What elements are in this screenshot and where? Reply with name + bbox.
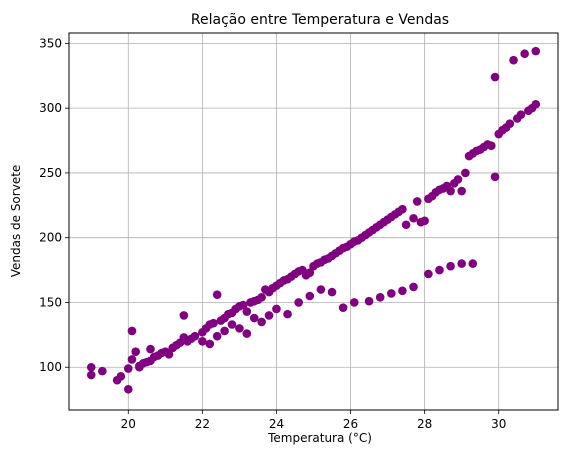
data-point bbox=[461, 169, 470, 178]
x-tick-label: 30 bbox=[491, 417, 506, 431]
data-point bbox=[146, 345, 155, 354]
data-point bbox=[131, 347, 140, 356]
data-point bbox=[191, 332, 200, 341]
data-point bbox=[409, 214, 418, 223]
data-point bbox=[365, 297, 374, 306]
data-point bbox=[128, 355, 137, 364]
data-point bbox=[243, 329, 252, 338]
x-tick-label: 28 bbox=[417, 417, 432, 431]
data-point bbox=[350, 298, 359, 307]
data-point bbox=[257, 293, 266, 302]
x-tick-label: 20 bbox=[121, 417, 136, 431]
data-point bbox=[398, 205, 407, 214]
data-point bbox=[446, 187, 455, 196]
data-point bbox=[294, 298, 303, 307]
data-point bbox=[235, 324, 244, 333]
data-point bbox=[250, 314, 259, 323]
data-point bbox=[243, 307, 252, 316]
data-point bbox=[531, 100, 540, 109]
data-point bbox=[283, 310, 292, 319]
data-point bbox=[454, 175, 463, 184]
data-point bbox=[257, 318, 266, 327]
data-point bbox=[509, 56, 518, 65]
y-tick-label: 100 bbox=[39, 360, 62, 374]
data-point bbox=[457, 259, 466, 268]
data-point bbox=[98, 367, 107, 376]
data-point bbox=[213, 290, 222, 299]
data-point bbox=[402, 220, 411, 229]
data-point bbox=[209, 319, 218, 328]
data-point bbox=[198, 337, 207, 346]
data-point bbox=[398, 287, 407, 296]
data-point bbox=[487, 141, 496, 150]
data-point bbox=[213, 332, 222, 341]
data-point bbox=[409, 283, 418, 292]
data-point bbox=[517, 110, 526, 119]
x-tick-label: 24 bbox=[269, 417, 284, 431]
data-point bbox=[117, 372, 126, 381]
data-point bbox=[180, 311, 189, 320]
chart-title: Relação entre Temperatura e Vendas bbox=[191, 12, 449, 28]
data-point bbox=[220, 327, 229, 336]
y-tick-label: 350 bbox=[39, 36, 62, 50]
data-point bbox=[305, 292, 314, 301]
data-point bbox=[491, 73, 500, 82]
data-point bbox=[520, 49, 529, 58]
x-axis-label: Temperatura (°C) bbox=[267, 431, 372, 445]
x-tick-label: 22 bbox=[195, 417, 210, 431]
data-point bbox=[531, 47, 540, 56]
data-point bbox=[435, 266, 444, 275]
data-point bbox=[328, 288, 337, 297]
data-point bbox=[87, 363, 96, 372]
data-point bbox=[124, 364, 133, 373]
y-tick-label: 300 bbox=[39, 101, 62, 115]
data-point bbox=[506, 119, 515, 128]
data-point bbox=[128, 327, 137, 336]
data-point bbox=[424, 270, 433, 279]
data-point bbox=[265, 311, 274, 320]
y-axis-label: Vendas de Sorvete bbox=[9, 165, 23, 278]
data-point bbox=[376, 293, 385, 302]
y-tick-label: 250 bbox=[39, 166, 62, 180]
data-point bbox=[272, 305, 281, 314]
data-point bbox=[228, 320, 237, 329]
data-point bbox=[420, 217, 429, 226]
x-tick-label: 26 bbox=[343, 417, 358, 431]
data-point bbox=[87, 371, 96, 380]
data-point bbox=[124, 385, 133, 394]
data-point bbox=[317, 285, 326, 294]
data-point bbox=[387, 289, 396, 298]
data-point bbox=[205, 340, 214, 349]
data-point bbox=[446, 262, 455, 271]
data-point bbox=[413, 197, 422, 206]
data-point bbox=[468, 259, 477, 268]
data-point bbox=[339, 303, 348, 312]
data-point bbox=[457, 187, 466, 196]
y-tick-label: 150 bbox=[39, 295, 62, 309]
y-tick-label: 200 bbox=[39, 231, 62, 245]
data-point bbox=[491, 173, 500, 182]
